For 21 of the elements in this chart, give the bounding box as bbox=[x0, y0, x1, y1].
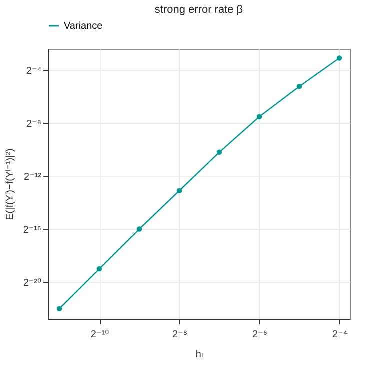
point bbox=[56, 306, 62, 312]
point bbox=[216, 150, 222, 156]
point bbox=[256, 114, 262, 120]
chart-title: strong error rate β bbox=[154, 4, 244, 16]
y-tick-label: 2⁻²⁰ bbox=[23, 278, 42, 289]
y-tick-label: 2⁻¹² bbox=[24, 172, 42, 183]
x-tick-label: 2⁻⁸ bbox=[172, 330, 188, 340]
point bbox=[96, 266, 102, 272]
point bbox=[136, 226, 142, 232]
y-tick-label: 2⁻⁴ bbox=[26, 66, 42, 77]
y-tick-label: 2⁻¹⁶ bbox=[23, 224, 42, 236]
y-tick-label: 2⁻⁸ bbox=[26, 118, 42, 130]
x-tick-label: 2⁻⁶ bbox=[252, 330, 268, 340]
point bbox=[336, 56, 342, 61]
y-axis-title: E(|f(Yˡ)−f(Yˡ⁻¹)|²) bbox=[5, 148, 16, 220]
legend-label: Variance bbox=[64, 21, 104, 32]
x-axis-title: hₗ bbox=[196, 350, 204, 360]
point bbox=[176, 188, 182, 194]
x-tick-label: 2⁻⁴ bbox=[332, 330, 348, 340]
x-tick-label: 2⁻¹⁰ bbox=[90, 330, 110, 340]
point bbox=[296, 84, 302, 90]
